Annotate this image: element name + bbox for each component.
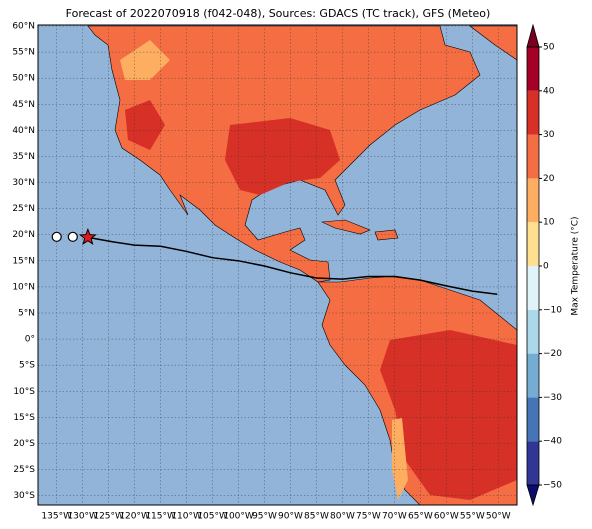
x-tick-label: 60°W: [434, 512, 459, 522]
y-tick-label: 20°N: [12, 230, 35, 240]
x-tick-label: 105°W: [197, 512, 228, 522]
colorbar-segment: [527, 47, 539, 91]
colorbar-tick-label: 40: [543, 86, 555, 96]
y-tick-label: 10°N: [12, 282, 35, 292]
hot-region: [225, 118, 340, 195]
past-position: [67, 231, 78, 242]
colorbar-tick-label: −30: [543, 393, 562, 403]
x-tick-label: 95°W: [252, 512, 277, 522]
cuba: [320, 219, 371, 235]
x-tick-label: 80°W: [330, 512, 355, 522]
x-tick-label: 90°W: [278, 512, 303, 522]
y-tick-label: 60°N: [12, 22, 35, 32]
y-tick-label: 25°N: [12, 204, 35, 214]
colorbar-tick-label: 30: [543, 130, 555, 140]
colorbar-segment: [527, 266, 539, 310]
hot-region: [380, 330, 517, 500]
y-tick-label: 25°S: [13, 465, 35, 475]
y-tick-label: 35°N: [12, 152, 35, 162]
colorbar-tick-label: −50: [543, 481, 562, 491]
colorbar-segment: [527, 309, 539, 354]
x-tick-label: 130°W: [67, 512, 98, 522]
x-tick-label: 125°W: [93, 512, 124, 522]
y-tick-label: 5°N: [18, 309, 35, 319]
y-tick-label: 45°N: [12, 100, 35, 110]
colorbar-segment: [527, 178, 539, 223]
x-tick-label: 115°W: [145, 512, 176, 522]
colorbar-segment: [527, 134, 539, 179]
x-tick-label: 50°W: [486, 512, 511, 522]
x-tick-label: 135°W: [41, 512, 72, 522]
colorbar-segment: [527, 90, 539, 135]
y-tick-label: 30°N: [12, 178, 35, 188]
y-tick-label: 50°N: [12, 74, 35, 84]
colorbar-label: Max Temperature (°C): [571, 216, 581, 315]
warm-region: [120, 40, 170, 80]
hot-region: [125, 100, 165, 150]
y-tick-label: 15°N: [12, 256, 35, 266]
colorbar-segment: [527, 397, 539, 442]
y-tick-label: 20°S: [13, 439, 35, 449]
y-tick-label: 30°S: [13, 491, 35, 501]
colorbar-segment: [527, 222, 539, 266]
colorbar-tick-label: −20: [543, 349, 562, 359]
colorbar-extend-over: [526, 23, 540, 48]
past-position: [51, 231, 62, 242]
storm-track: [87, 236, 498, 295]
x-tick-label: 75°W: [356, 512, 381, 522]
x-tick-label: 70°W: [382, 512, 407, 522]
y-tick-label: 15°S: [13, 413, 35, 423]
colorbar-segment: [527, 441, 539, 485]
x-tick-label: 100°W: [223, 512, 254, 522]
map-frame: [37, 24, 518, 506]
colorbar-tick-label: 50: [543, 43, 555, 53]
x-tick-label: 55°W: [460, 512, 485, 522]
x-tick-label: 110°W: [171, 512, 202, 522]
y-tick-label: 40°N: [12, 126, 35, 136]
chart-title: Forecast of 2022070918 (f042-048), Sourc…: [66, 7, 491, 20]
overlay: [38, 25, 517, 505]
y-tick-label: 55°N: [12, 48, 35, 58]
colorbar-extend-under: [526, 484, 540, 507]
y-tick-label: 0°: [25, 335, 35, 345]
hispaniola: [374, 229, 399, 241]
x-tick-label: 85°W: [304, 512, 329, 522]
y-tick-label: 5°S: [19, 361, 35, 371]
current-position: [78, 227, 97, 245]
colorbar-tick-label: −10: [543, 305, 562, 315]
colorbar-segment: [527, 353, 539, 398]
land: [87, 25, 517, 505]
colorbar-tick-label: 10: [543, 218, 555, 228]
x-tick-label: 65°W: [408, 512, 433, 522]
warm-region: [392, 418, 408, 500]
colorbar-tick-label: −40: [543, 437, 562, 447]
x-tick-label: 120°W: [119, 512, 150, 522]
colorbar-tick-label: 20: [543, 174, 555, 184]
y-tick-label: 10°S: [13, 387, 35, 397]
colorbar-tick-label: 0: [543, 262, 549, 272]
